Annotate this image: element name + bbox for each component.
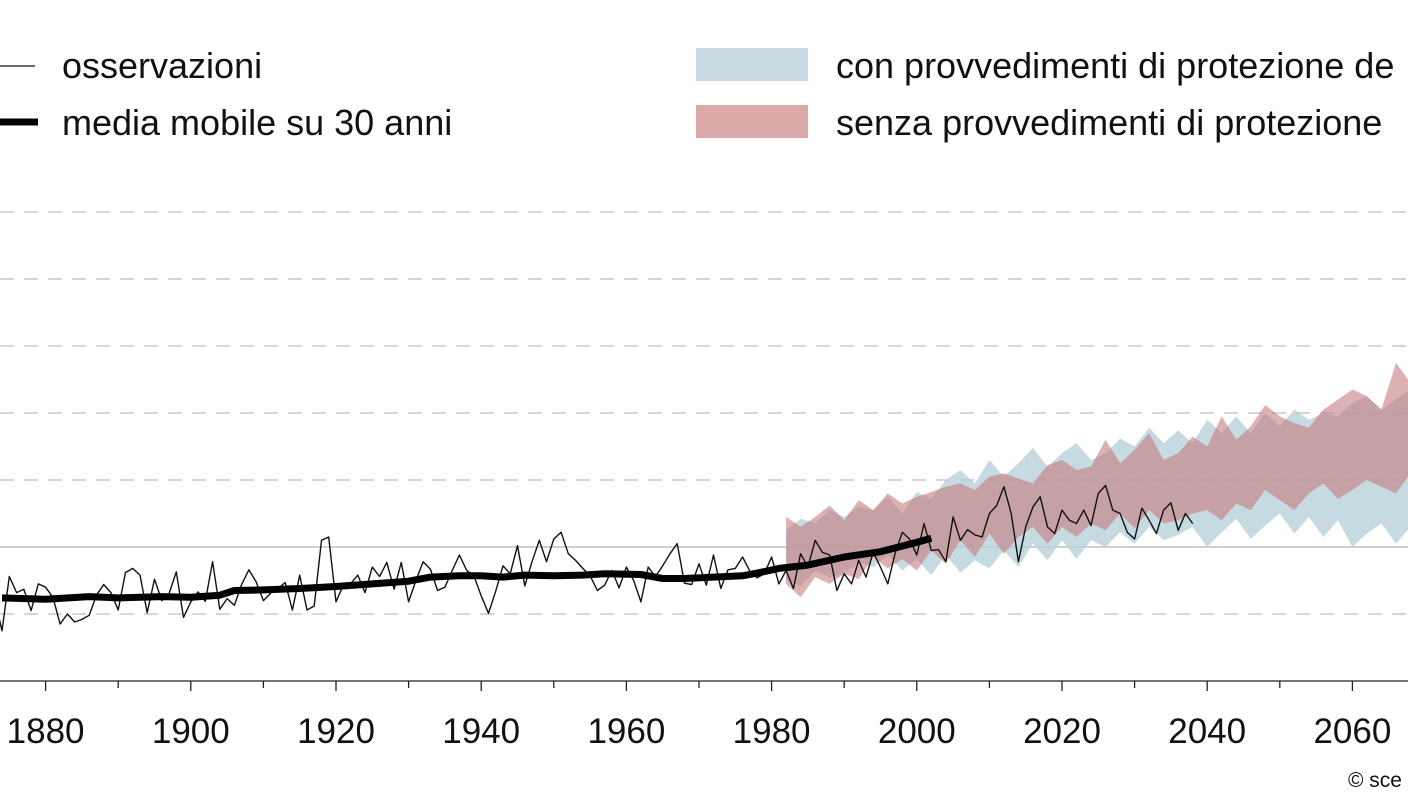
legend-swatch-without-protection — [696, 105, 808, 138]
moving-average-line — [1, 534, 933, 603]
projection-bands — [786, 362, 1408, 598]
x-tick-label: 2020 — [1023, 712, 1101, 751]
x-axis: 1880 1900 1920 1940 1960 1980 2000 2020 2040 2060 — [0, 680, 1408, 751]
x-tick-label: 1940 — [442, 712, 520, 751]
x-tick-label: 1920 — [297, 712, 375, 751]
legend-label-observations: osservazioni — [62, 45, 262, 86]
x-tick-label: 2060 — [1313, 712, 1391, 751]
legend-label-without-protection: senza provvedimenti di protezione — [836, 102, 1382, 143]
observations-line — [0, 484, 1194, 632]
gridlines — [0, 211, 1408, 615]
band-without-protection — [786, 362, 1408, 598]
x-tick-label: 2040 — [1168, 712, 1246, 751]
legend-label-moving-average: media mobile su 30 anni — [62, 102, 452, 143]
x-tick-label: 1880 — [7, 712, 85, 751]
x-tick-label: 1980 — [733, 712, 811, 751]
x-tick-label: 1960 — [587, 712, 665, 751]
legend-label-with-protection: con provvedimenti di protezione de — [836, 45, 1394, 86]
legend-swatch-with-protection — [696, 48, 808, 81]
data-lines — [0, 484, 1194, 632]
legend: osservazioni media mobile su 30 anni con… — [0, 45, 1394, 143]
x-tick-label: 1900 — [152, 712, 230, 751]
x-tick-label: 2000 — [878, 712, 956, 751]
credit: © sce — [1348, 769, 1402, 792]
